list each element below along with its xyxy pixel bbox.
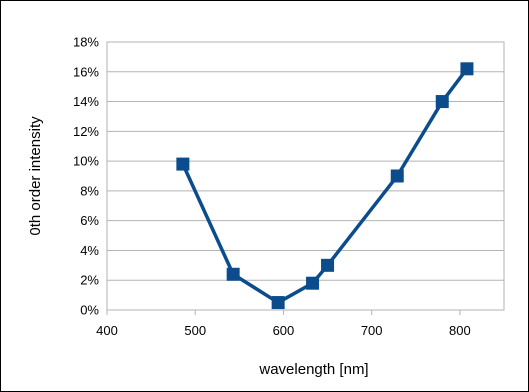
y-tick-label: 14% bbox=[73, 94, 99, 109]
data-point-marker bbox=[226, 267, 240, 281]
y-axis-ticks: 0% 2% 4% 6% 8% 10% 12% 14% 16% 18% bbox=[73, 35, 99, 318]
y-tick-label: 0% bbox=[80, 303, 99, 318]
y-tick-label: 10% bbox=[73, 154, 99, 169]
x-tick-label: 500 bbox=[184, 323, 206, 338]
data-point-marker bbox=[390, 169, 404, 183]
series-line bbox=[181, 67, 469, 305]
x-tick-label: 700 bbox=[361, 323, 383, 338]
series-markers bbox=[176, 62, 474, 310]
data-point-marker bbox=[460, 62, 474, 76]
data-point-marker bbox=[176, 157, 190, 171]
y-tick-label: 16% bbox=[73, 64, 99, 79]
y-tick-label: 6% bbox=[80, 213, 99, 228]
data-point-marker bbox=[306, 276, 320, 290]
x-axis-ticks: 400 500 600 700 800 bbox=[96, 310, 471, 338]
plot-area bbox=[106, 41, 505, 311]
x-tick-label: 600 bbox=[273, 323, 295, 338]
y-tick-label: 12% bbox=[73, 124, 99, 139]
y-tick-label: 8% bbox=[80, 183, 99, 198]
data-point-marker bbox=[435, 95, 449, 109]
x-tick-label: 800 bbox=[449, 323, 471, 338]
data-point-marker bbox=[271, 296, 285, 310]
y-tick-label: 18% bbox=[73, 35, 99, 50]
y-tick-label: 2% bbox=[80, 273, 99, 288]
x-tick-label: 400 bbox=[96, 323, 118, 338]
y-tick-label: 4% bbox=[80, 243, 99, 258]
data-point-marker bbox=[321, 258, 335, 272]
x-axis-title: wavelength [nm] bbox=[258, 361, 368, 378]
y-axis-title: 0th order intensity bbox=[27, 116, 44, 236]
